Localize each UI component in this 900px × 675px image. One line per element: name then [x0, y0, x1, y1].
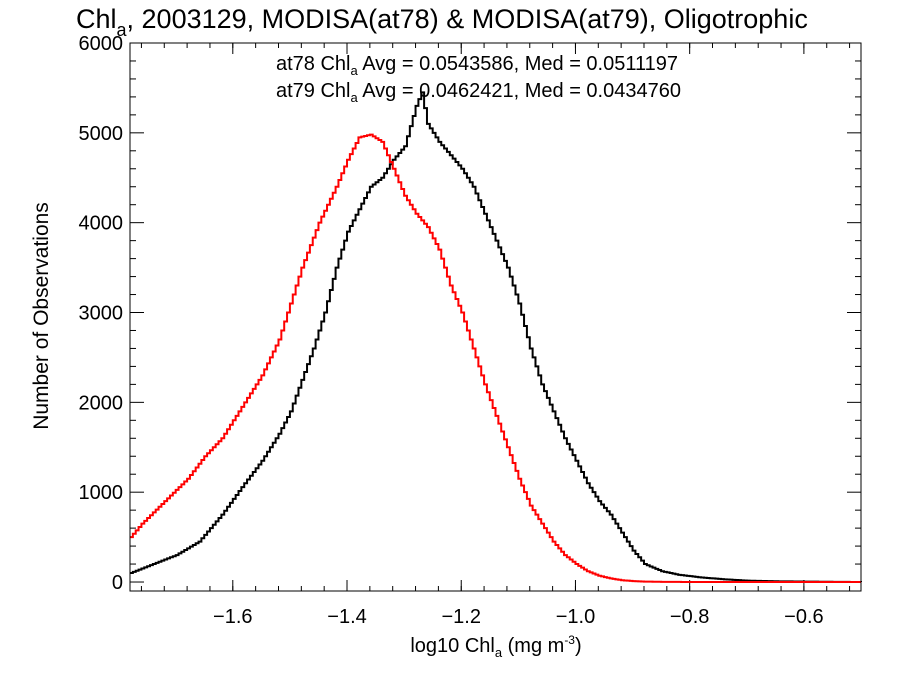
- x-axis-label-superscript: -3: [564, 633, 575, 647]
- series-line-at78: [130, 91, 862, 583]
- stats-at78-text: Avg = 0.0543586, Med = 0.0511197: [358, 53, 678, 75]
- x-axis-label-suffix: ): [575, 635, 582, 657]
- y-axis-label: Number of Observations: [30, 202, 53, 430]
- chart-title-subscript: a: [117, 20, 128, 40]
- x-tick-label: −1.2: [441, 606, 480, 628]
- chart-title: Chla, 2003129, MODISA(at78) & MODISA(at7…: [76, 4, 808, 40]
- plot-frame: [129, 42, 862, 592]
- x-tick-label: −0.6: [784, 606, 823, 628]
- y-tick-label: 0: [112, 572, 123, 594]
- y-tick-label: 1000: [79, 482, 124, 504]
- x-tick-label: −1.6: [213, 606, 252, 628]
- stats-at78-prefix: at78 Chl: [276, 53, 351, 75]
- axis-ticks: −1.6 −1.4 −1.2 −1.0 −0.8 −0.6 0 1000 2000 3000 400…: [79, 33, 861, 628]
- x-axis-label-subscript: a: [495, 645, 503, 660]
- chart-title-prefix: Chl: [76, 4, 117, 34]
- chart-title-suffix: , 2003129, MODISA(at78) & MODISA(at79), …: [127, 4, 808, 34]
- y-tick-label: 6000: [79, 33, 124, 55]
- x-tick-label: −1.4: [327, 606, 366, 628]
- stats-at79-subscript: a: [351, 90, 359, 105]
- y-tick-label: 4000: [79, 213, 124, 235]
- x-tick-label: −1.0: [556, 606, 595, 628]
- stats-line-at79: at79 Chla Avg = 0.0462421, Med = 0.04347…: [276, 80, 681, 105]
- y-tick-label: 3000: [79, 303, 124, 325]
- x-tick-label: −0.8: [670, 606, 709, 628]
- stats-line-at78: at78 Chla Avg = 0.0543586, Med = 0.05111…: [276, 53, 678, 78]
- y-tick-label: 5000: [79, 123, 124, 145]
- stats-at79-text: Avg = 0.0462421, Med = 0.0434760: [358, 80, 681, 102]
- y-tick-label: 2000: [79, 392, 124, 414]
- series-layer: [130, 91, 862, 584]
- series-line-at79: [130, 133, 861, 584]
- x-axis-label-mid: (mg m: [502, 635, 564, 657]
- x-axis-label: log10 Chla (mg m-3): [410, 633, 581, 660]
- x-axis-label-prefix: log10 Chl: [410, 635, 495, 657]
- stats-at78-subscript: a: [351, 63, 359, 78]
- stats-at79-prefix: at79 Chl: [276, 80, 351, 102]
